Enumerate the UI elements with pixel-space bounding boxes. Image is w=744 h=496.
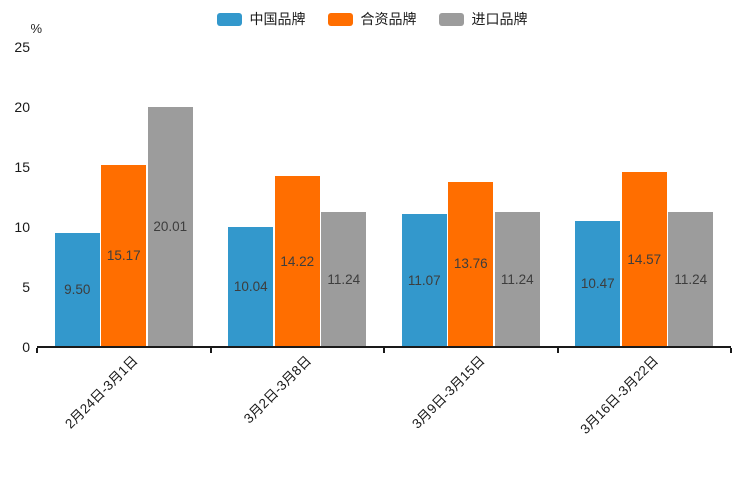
legend-item-series-2[interactable]: 进口品牌 [438,11,528,27]
bar-value-label: 10.47 [580,276,615,292]
x-axis-category-label: 2月24日-3月1日 [61,353,141,432]
bar-value-label: 11.24 [500,271,534,287]
bar-value-label: 10.04 [233,278,268,294]
x-axis-line [37,346,731,348]
bar-value-label: 14.22 [280,253,315,269]
bar-value-label: 20.01 [153,218,188,234]
bar-中国品牌-0 [54,233,100,347]
bar-进口品牌-2 [494,212,540,347]
bar-value-label: 15.17 [106,247,141,263]
y-tick-label: 20 [14,99,30,115]
legend-label: 合资品牌 [360,11,417,27]
bar-中国品牌-3 [575,221,621,347]
bar-中国品牌-1 [228,226,274,347]
x-axis-tick [556,348,559,353]
bar-进口品牌-0 [147,106,193,347]
bar-合资品牌-0 [101,164,147,347]
x-axis-category-label: 3月16日-3月22日 [577,353,661,437]
y-tick-label: 10 [14,219,30,235]
x-axis-tick [383,348,385,353]
bar-value-label: 13.76 [453,256,488,272]
y-tick-label: 5 [22,279,30,295]
x-axis-tick [730,348,732,353]
legend-swatch-icon [216,12,242,26]
x-axis-tick [36,348,38,353]
bar-进口品牌-1 [321,212,367,347]
legend-label: 进口品牌 [471,11,528,27]
bar-合资品牌-2 [448,181,494,347]
bar-合资品牌-3 [621,172,667,347]
y-tick-label: 25 [14,39,30,55]
legend-item-series-0[interactable]: 中国品牌 [216,11,306,27]
bar-value-label: 11.24 [327,271,361,287]
x-axis-category-label: 3月2日-3月8日 [240,353,314,427]
legend-swatch-icon [327,12,353,26]
bar-value-label: 14.57 [627,251,662,267]
y-axis-unit-label: % [30,21,42,36]
bar-合资品牌-1 [274,176,320,347]
bar-value-label: 9.50 [64,282,91,297]
y-tick-label: 15 [14,159,30,175]
bar-value-label: 11.24 [674,271,708,287]
x-axis-tick [209,348,212,353]
legend: 中国品牌 合资品牌 进口品牌 [0,8,744,30]
y-tick-label: 0 [22,339,30,355]
bar-中国品牌-2 [401,214,447,347]
bar-进口品牌-3 [668,212,714,347]
legend-swatch-icon [438,12,464,26]
legend-label: 中国品牌 [249,11,306,27]
x-axis-category-label: 3月9日-3月15日 [408,353,488,432]
legend-item-series-1[interactable]: 合资品牌 [327,11,417,27]
bar-value-label: 11.07 [407,272,441,288]
